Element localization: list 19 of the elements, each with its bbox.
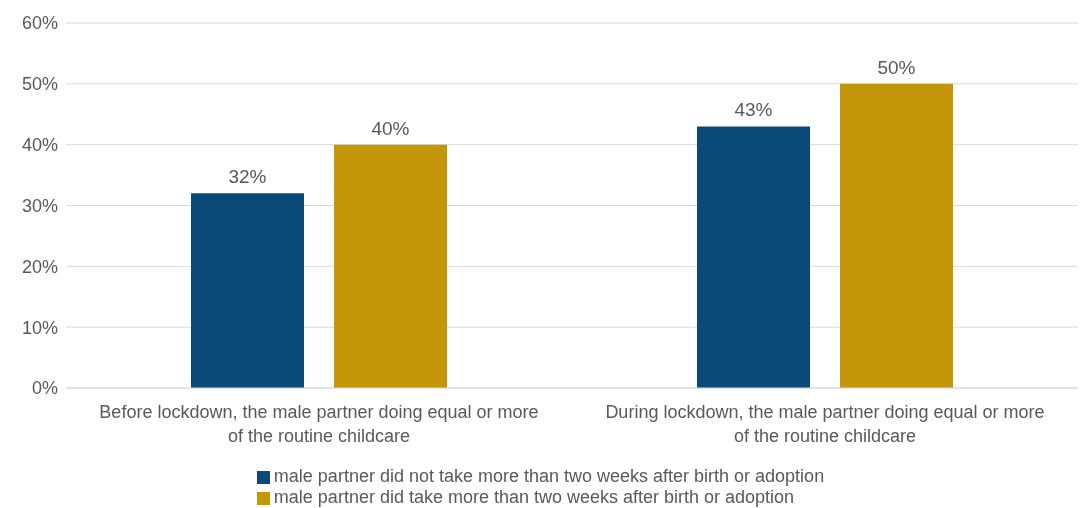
y-tick-label: 40% [21,135,58,156]
bar [191,193,304,388]
y-tick-label: 30% [21,195,58,216]
y-tick-label: 50% [21,74,58,95]
data-label: 43% [734,99,773,121]
y-tick-label: 20% [21,256,58,277]
y-tick-label: 0% [31,378,58,399]
legend-label: male partner did take more than two weeks after birth or adoption [273,487,795,507]
x-tick-label: Before lockdown, the male partner doing equal or more of the routine childcare [99,402,539,446]
bar [334,144,447,388]
data-label: 32% [228,166,267,188]
y-tick-label: 10% [21,317,58,338]
legend-label: male partner did not take more than two weeks after birth or adoption [273,466,825,486]
bar [697,126,810,388]
data-label: 40% [371,117,410,139]
bar [840,83,953,388]
y-tick-label: 60% [21,13,58,34]
data-label: 50% [877,56,916,78]
x-tick-label: During lockdown, the male partner doing equal or more of the routine childcare [605,402,1045,446]
